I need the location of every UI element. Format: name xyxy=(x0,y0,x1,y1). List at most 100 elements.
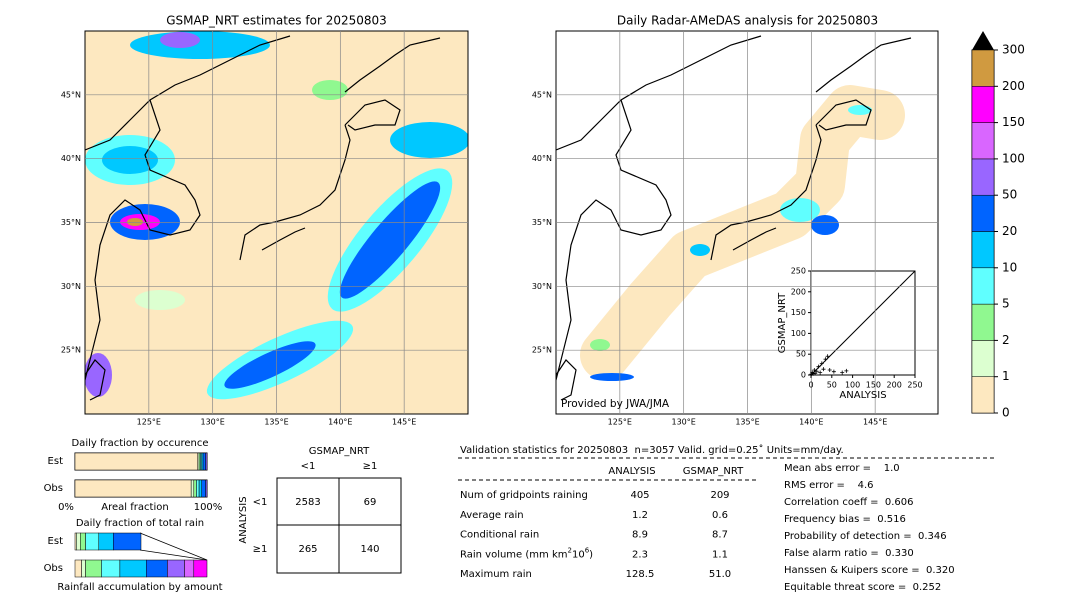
row-axis-label: ANALYSIS xyxy=(238,496,249,543)
row-label: Conditional rain xyxy=(460,530,539,541)
lon-label: 135°E xyxy=(264,418,288,427)
map-title: GSMAP_NRT estimates for 20250803 xyxy=(166,14,387,28)
colorbar-label: 0 xyxy=(1002,406,1010,420)
colorbar-label: 2 xyxy=(1002,333,1010,347)
colorbar-band xyxy=(971,231,995,269)
point xyxy=(811,371,816,376)
label-part: 6 xyxy=(585,546,590,554)
lat-label: 35°N xyxy=(61,218,81,227)
col-label: ≥1 xyxy=(363,461,378,472)
lat-label: 45°N xyxy=(61,90,81,99)
lon-label: 145°E xyxy=(392,418,416,427)
value: 8.7 xyxy=(712,530,728,541)
bar-segment xyxy=(205,479,208,498)
y-tick-label: 50 xyxy=(796,350,806,359)
row-label: Num of gridpoints raining xyxy=(460,490,588,501)
x-tick-label: 250 xyxy=(907,381,922,390)
bar-segment xyxy=(119,559,147,578)
colorbar-label: 200 xyxy=(1002,79,1025,93)
bar-segment xyxy=(98,532,114,551)
rain-field xyxy=(85,31,468,401)
x-axis-label: ANALYSIS xyxy=(839,390,886,401)
row-label: Est xyxy=(48,456,64,467)
colorbar-band xyxy=(971,158,995,196)
value: 2.3 xyxy=(632,549,648,560)
connector xyxy=(139,549,208,561)
bar-segment xyxy=(74,559,82,578)
value: 51.0 xyxy=(709,569,731,580)
score: Correlation coeff = 0.606 xyxy=(784,497,914,508)
label-part: 10 xyxy=(572,549,585,560)
axis-label: 0% xyxy=(58,502,74,513)
x-tick-label: 0 xyxy=(808,381,813,390)
score: Frequency bias = 0.516 xyxy=(784,514,906,525)
bar-segment xyxy=(184,559,195,578)
colorbar-label: 5 xyxy=(1002,297,1010,311)
bar-segment xyxy=(85,559,102,578)
bar-segment xyxy=(193,559,208,578)
bar-segment xyxy=(85,532,100,551)
row-label: ≥1 xyxy=(253,544,268,555)
lon-label: 130°E xyxy=(672,418,696,427)
row-label: <1 xyxy=(253,497,268,508)
colorbar-band xyxy=(971,376,995,414)
lat-label: 40°N xyxy=(61,154,81,163)
value: 1.2 xyxy=(632,510,648,521)
one-to-one-line xyxy=(810,270,916,376)
value: 209 xyxy=(710,490,729,501)
bar-segment xyxy=(81,559,86,578)
lat-label: 25°N xyxy=(61,346,81,355)
connector xyxy=(139,532,208,561)
colorbar-band xyxy=(971,194,995,232)
x-tick-label: 200 xyxy=(887,381,902,390)
point xyxy=(844,368,849,373)
bar-segment xyxy=(198,479,202,498)
colorbar-label: 1 xyxy=(1002,369,1010,383)
y-tick-label: 200 xyxy=(791,287,806,296)
bar-segment xyxy=(80,532,86,551)
panel-title: Daily fraction by occurence xyxy=(71,438,208,449)
point xyxy=(825,354,830,359)
validation-header: Validation statistics for 20250803 n=305… xyxy=(460,444,844,456)
bar-segment xyxy=(205,452,208,471)
bar-segment xyxy=(76,532,81,551)
y-tick-label: 250 xyxy=(791,267,806,276)
bar-segment xyxy=(201,479,206,498)
col-label: <1 xyxy=(301,461,316,472)
lat-label: 40°N xyxy=(532,154,552,163)
row-label: Average rain xyxy=(460,510,524,521)
lat-label: 45°N xyxy=(532,90,552,99)
table-title: GSMAP_NRT xyxy=(309,446,370,457)
point xyxy=(816,364,821,369)
colorbar-label: 100 xyxy=(1002,151,1025,165)
y-tick-label: 0 xyxy=(801,371,806,380)
row-label: Obs xyxy=(44,563,63,574)
lon-label: 145°E xyxy=(863,418,887,427)
rain-field xyxy=(556,35,912,401)
lon-label: 140°E xyxy=(799,418,823,427)
col-header: ANALYSIS xyxy=(608,466,655,477)
bar-segment xyxy=(146,559,168,578)
point xyxy=(812,368,817,373)
score: RMS error = 4.6 xyxy=(784,480,874,491)
bar-segment xyxy=(196,479,200,498)
cell: 2583 xyxy=(295,497,320,508)
value: 8.9 xyxy=(632,530,648,541)
bar-segment xyxy=(167,559,185,578)
bar-segment xyxy=(74,479,192,498)
point xyxy=(813,371,818,376)
lat-label: 30°N xyxy=(61,282,81,291)
value: 128.5 xyxy=(626,569,655,580)
score: Hanssen & Kuipers score = 0.320 xyxy=(784,565,955,576)
point xyxy=(819,361,824,366)
y-axis-label: GSMAP_NRT xyxy=(777,292,788,353)
colorbar-label: 300 xyxy=(1002,43,1025,57)
map-title: Daily Radar-AMeDAS analysis for 20250803 xyxy=(617,14,878,28)
lon-label: 130°E xyxy=(201,418,225,427)
score: Mean abs error = 1.0 xyxy=(784,463,900,474)
colorbar-band xyxy=(971,303,995,341)
lat-label: 30°N xyxy=(532,282,552,291)
colorbar-band xyxy=(971,86,995,123)
col-header: GSMAP_NRT xyxy=(683,466,744,477)
point xyxy=(814,369,819,374)
